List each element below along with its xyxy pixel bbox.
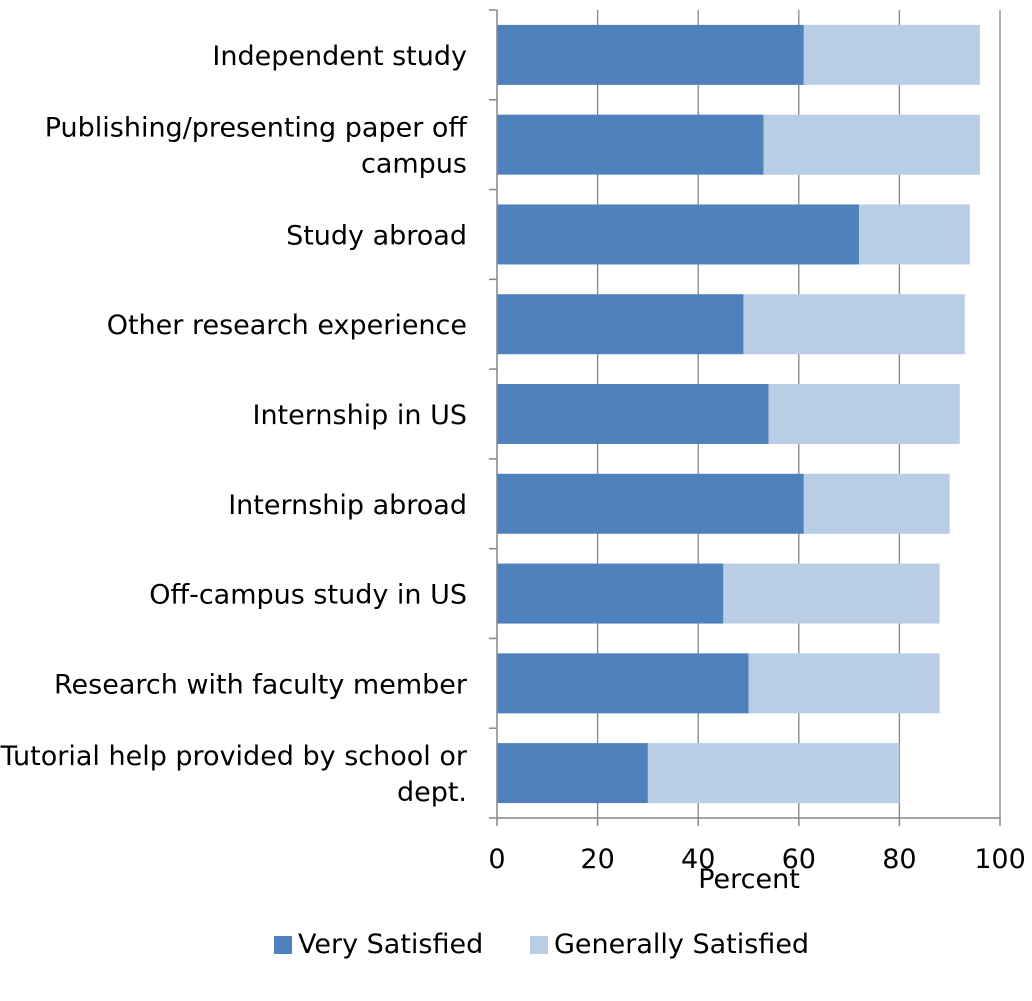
bar-generally-satisfied-1	[763, 114, 980, 175]
bar-very-satisfied-4	[497, 384, 769, 444]
x-tick-label: 60	[782, 844, 816, 875]
bar-generally-satisfied-2	[859, 204, 970, 265]
category-label: Research with faculty member	[54, 669, 468, 700]
category-label: Independent study	[212, 41, 467, 72]
bar-very-satisfied-8	[497, 743, 648, 804]
x-tick-labels: 0 20 40 60 80 100	[488, 844, 1025, 875]
category-label: Tutorial help provided by school or	[0, 741, 468, 772]
bar-very-satisfied-7	[497, 653, 749, 714]
bar-very-satisfied-3	[497, 294, 744, 355]
bar-very-satisfied-2	[497, 204, 860, 265]
category-label: Internship in US	[252, 400, 467, 431]
category-label: Publishing/presenting paper off	[45, 113, 469, 144]
legend-label: Very Satisfied	[298, 929, 483, 960]
legend: Very Satisfied Generally Satisfied	[274, 929, 809, 960]
x-axis-title: Percent	[698, 864, 800, 895]
x-tick-label: 40	[681, 844, 715, 875]
bar-generally-satisfied-0	[803, 24, 980, 85]
legend-swatch-generally-satisfied	[530, 936, 548, 954]
bar-generally-satisfied-4	[768, 384, 960, 444]
legend-label: Generally Satisfied	[554, 929, 809, 960]
category-label: Other research experience	[107, 310, 467, 341]
bar-generally-satisfied-6	[723, 563, 940, 624]
x-tick-label: 100	[974, 844, 1026, 875]
bar-generally-satisfied-3	[743, 294, 965, 355]
bar-very-satisfied-0	[497, 24, 804, 85]
bar-very-satisfied-5	[497, 473, 804, 534]
category-label: campus	[361, 149, 467, 180]
legend-swatch-very-satisfied	[274, 936, 292, 954]
axes	[489, 9, 1001, 826]
bar-very-satisfied-1	[497, 114, 764, 175]
bar-very-satisfied-6	[497, 563, 724, 624]
bar-generally-satisfied-7	[748, 653, 940, 714]
category-label: dept.	[397, 777, 467, 808]
category-label: Off-campus study in US	[149, 580, 467, 611]
bar-generally-satisfied-5	[803, 473, 950, 534]
x-tick-label: 20	[580, 844, 614, 875]
category-label: Internship abroad	[228, 490, 467, 521]
x-tick-label: 80	[882, 844, 916, 875]
category-labels: Independent study Publishing/presenting p…	[0, 41, 468, 808]
bar-generally-satisfied-8	[647, 743, 900, 804]
category-label: Study abroad	[286, 220, 467, 251]
bars	[497, 24, 980, 804]
x-tick-label: 0	[488, 844, 505, 875]
